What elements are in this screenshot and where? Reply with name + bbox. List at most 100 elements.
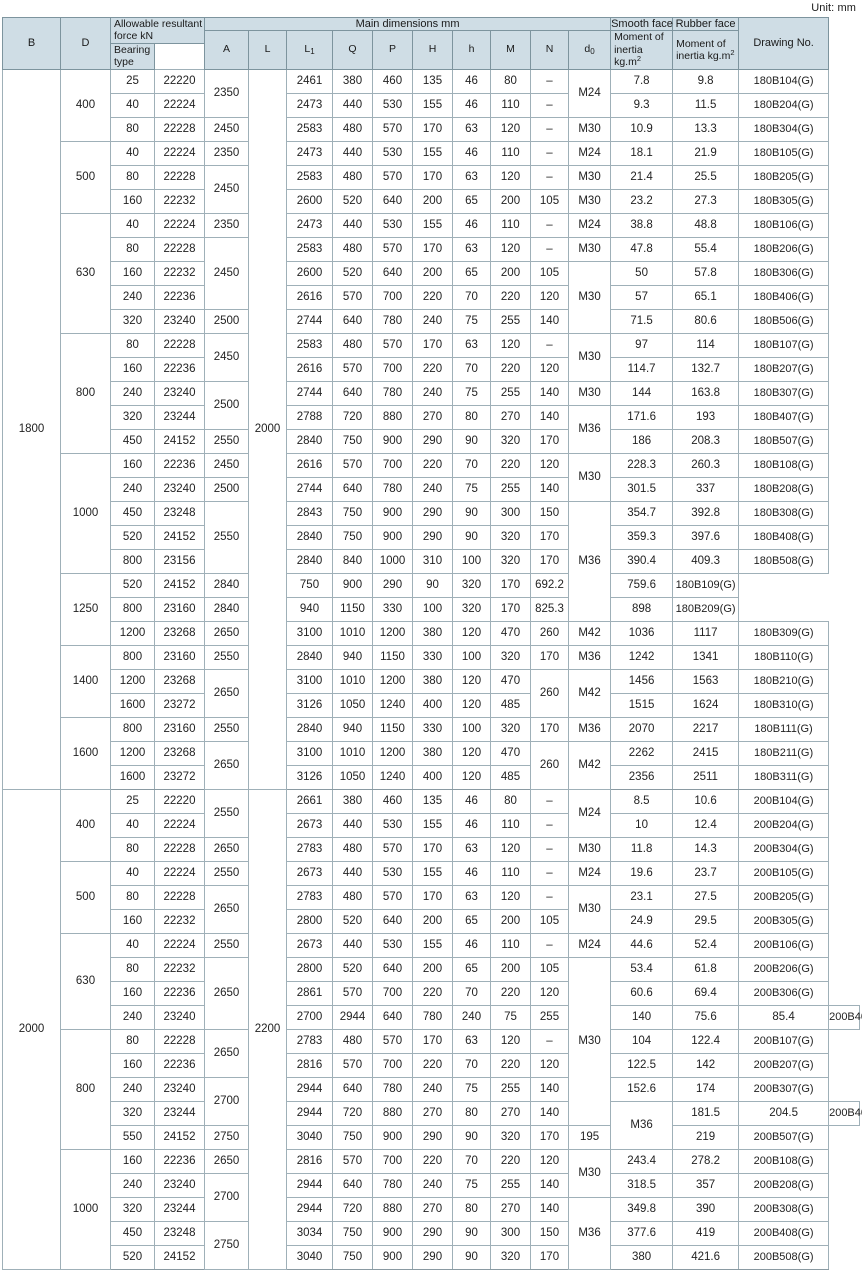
cell-d: 1000: [60, 452, 111, 574]
cell-moment-rubber: 390: [672, 1196, 740, 1222]
table-row: 160 22232 2800 520 640 200 65 200 105 24.9 29.5 200…: [3, 908, 860, 934]
cell-m: 255: [490, 1076, 531, 1102]
cell-drawing-no: 180B104(G): [738, 68, 830, 94]
cell-bearing-type: 23268: [154, 668, 205, 694]
cell-m: 300: [490, 1220, 531, 1246]
cell-l1: 2861: [286, 980, 333, 1006]
cell-m: 270: [490, 404, 531, 430]
cell-l1: 2583: [286, 332, 333, 358]
cell-allowable-force: 800: [110, 644, 155, 670]
cell-h-lower: 75: [452, 1172, 491, 1198]
cell-m: 110: [490, 860, 531, 886]
cell-p: 880: [372, 404, 413, 430]
cell-drawing-no: 180B107(G): [738, 332, 830, 358]
cell-n: –: [530, 812, 569, 838]
cell-drawing-no: 200B204(G): [738, 812, 830, 838]
cell-h-upper: 155: [412, 860, 453, 886]
cell-bearing-type: 24152: [154, 428, 205, 454]
header-moment-smooth: Moment of inertia kg.m2: [610, 30, 674, 70]
cell-l1: 2600: [286, 188, 333, 214]
cell-q: 940: [286, 596, 333, 622]
cell-h-upper: 170: [412, 884, 453, 910]
cell-bearing-type: 23244: [154, 404, 205, 430]
cell-allowable-force: 240: [110, 1076, 155, 1102]
cell-drawing-no: 180B111(G): [738, 716, 830, 742]
cell-p: 700: [372, 356, 413, 382]
cell-bearing-type: 22224: [154, 92, 205, 118]
cell-allowable-force: 160: [110, 188, 155, 214]
cell-drawing-no: 180B311(G): [738, 764, 830, 790]
cell-d0: M36: [567, 716, 612, 742]
cell-d0: M24: [567, 932, 612, 958]
cell-bearing-type: 23272: [154, 692, 205, 718]
table-row: 520 24152 2840 750 900 290 90 320 170 359.3 397.6 1…: [3, 524, 860, 550]
cell-l: 2200: [248, 788, 287, 1270]
cell-l1: 2783: [286, 1028, 333, 1054]
cell-allowable-force: 40: [110, 812, 155, 838]
cell-a: 2650: [204, 668, 249, 718]
cell-q: 750: [286, 572, 333, 598]
cell-moment-smooth: 1242: [610, 644, 674, 670]
table-row: 1400 800 23160 2550 2840 940 1150 330 100 320 170 M…: [3, 644, 860, 718]
cell-a: 2750: [204, 1124, 249, 1150]
cell-p: 1150: [372, 644, 413, 670]
cell-h-upper: 290: [412, 524, 453, 550]
cell-p: 780: [372, 1076, 413, 1102]
cell-q: 480: [332, 236, 373, 262]
cell-a: 2350: [204, 140, 249, 166]
cell-d0: M30: [567, 884, 612, 934]
cell-h-lower: 90: [412, 572, 453, 598]
cell-m: 110: [490, 212, 531, 238]
cell-q: 380: [332, 788, 373, 814]
cell-drawing-no: 180B306(G): [738, 260, 830, 286]
cell-n: 170: [530, 548, 569, 574]
cell-h-lower: 46: [452, 812, 491, 838]
cell-moment-rubber: 9.8: [672, 68, 740, 94]
cell-d: 1000: [60, 1148, 111, 1270]
cell-a: 2700: [204, 1172, 249, 1222]
cell-d0: M36: [567, 500, 612, 622]
cell-q: 440: [332, 140, 373, 166]
cell-l1: 2944: [286, 1172, 333, 1198]
cell-moment-rubber: 55.4: [672, 236, 740, 262]
cell-a: 2650: [204, 740, 249, 790]
cell-a: 2650: [204, 1028, 249, 1078]
cell-drawing-no: 180B207(G): [738, 356, 830, 382]
cell-drawing-no: 180B406(G): [738, 284, 830, 310]
cell-h-lower: 75: [452, 308, 491, 334]
cell-q: 440: [332, 812, 373, 838]
cell-n: 260: [530, 740, 569, 790]
cell-m: 200: [490, 260, 531, 286]
cell-q: 520: [332, 908, 373, 934]
cell-moment-smooth: 186: [610, 428, 674, 454]
cell-l1: 2840: [204, 596, 249, 622]
cell-drawing-no: 180B307(G): [738, 380, 830, 406]
cell-moment-smooth: 10: [610, 812, 674, 838]
cell-l1: 3100: [286, 668, 333, 694]
cell-drawing-no: 200B107(G): [738, 1028, 830, 1054]
cell-n: –: [530, 332, 569, 358]
cell-moment-smooth: 2262: [610, 740, 674, 766]
cell-m: 320: [490, 644, 531, 670]
cell-drawing-no: 180B209(G): [672, 596, 740, 622]
cell-moment-smooth: 144: [610, 380, 674, 406]
cell-n: –: [530, 236, 569, 262]
cell-m: 120: [490, 884, 531, 910]
cell-p: 640: [372, 188, 413, 214]
cell-allowable-force: 80: [110, 836, 155, 862]
cell-drawing-no: 180B309(G): [738, 620, 830, 646]
cell-moment-smooth: 195: [567, 1124, 612, 1150]
unit-note: Unit: mm: [811, 2, 856, 14]
cell-p: 1150: [332, 596, 373, 622]
cell-l1: 2673: [286, 812, 333, 838]
cell-l1: 2840: [286, 644, 333, 670]
cell-h-upper: 155: [412, 932, 453, 958]
header-a: A: [204, 30, 249, 70]
cell-moment-rubber: 48.8: [672, 212, 740, 238]
cell-q: 1010: [332, 668, 373, 694]
cell-h-upper: 155: [412, 812, 453, 838]
cell-bearing-type: 22224: [154, 212, 205, 238]
cell-b: 1800: [2, 68, 61, 790]
cell-drawing-no: 180B305(G): [738, 188, 830, 214]
header-h-upper: H: [412, 30, 453, 70]
